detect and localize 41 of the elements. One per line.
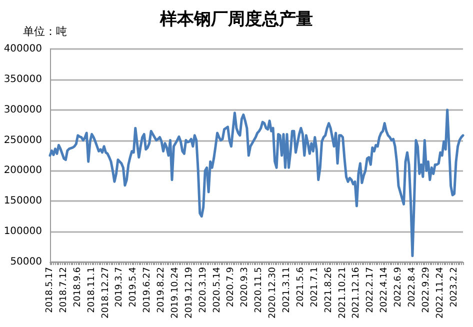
y-tick-label: 50000: [10, 256, 42, 268]
y-axis-title: 单位：吨: [23, 25, 67, 38]
x-tick-label: 2019.6.27: [142, 267, 153, 313]
x-tick-label: 2022.6.9: [394, 266, 404, 308]
chart-title: 样本钢厂周度总产量: [159, 10, 313, 30]
x-tick-label: 2022.9.29: [421, 266, 432, 313]
x-tick-label: 2020.12.30: [268, 266, 278, 319]
x-tick-label: 2019.10.24: [170, 266, 180, 319]
y-tick-label: 150000: [4, 196, 42, 207]
x-tick-label: 2020.5.14: [212, 266, 222, 313]
x-tick-label: 2023.2.2: [449, 267, 460, 308]
x-tick-label: 2020.7.9: [226, 266, 236, 308]
x-tick-label: 2021.8.26: [324, 266, 334, 313]
y-tick-label: 300000: [4, 104, 42, 116]
x-tick-label: 2018.5.17: [45, 267, 55, 313]
x-tick-label: 2021.12.16: [352, 266, 362, 319]
x-tick-label: 2019.8.22: [156, 267, 167, 313]
x-tick-label: 2022.4.14: [380, 266, 390, 313]
x-tick-label: 2020.3.19: [198, 266, 208, 313]
x-tick-label: 2022.2.17: [366, 267, 376, 313]
y-tick-label: 350000: [4, 74, 42, 85]
x-tick-label: 2019.12.19: [184, 266, 194, 319]
x-tick-label: 2021.7.1: [310, 267, 320, 308]
y-tick-label: 400000: [4, 44, 42, 54]
line-series: [48, 108, 464, 258]
x-tick-label: 2018.7.12: [58, 267, 69, 313]
x-tick-label: 2019.3.7: [114, 267, 125, 308]
x-tick-label: 2019.5.4: [128, 266, 139, 308]
y-tick-label: 100000: [4, 226, 42, 238]
x-tick-label: 2020.11.5: [254, 267, 264, 313]
x-tick-label: 2020.9.3: [240, 267, 250, 308]
x-tick-label: 2018.9.6: [72, 266, 83, 308]
x-tick-label: 2018.12.27: [100, 267, 111, 319]
y-tick-label: 250000: [4, 134, 42, 146]
x-tick-label: 2021.3.11: [282, 267, 292, 313]
x-tick-label: 2021.10.21: [338, 267, 348, 319]
x-tick-label: 2021.5.6: [296, 266, 306, 308]
x-tick-label: 2022.8.4: [407, 266, 418, 308]
y-tick-label: 200000: [4, 165, 42, 176]
x-tick-label: 2022.11.24: [435, 266, 446, 319]
x-tick-label: 2018.11.1: [86, 267, 97, 313]
